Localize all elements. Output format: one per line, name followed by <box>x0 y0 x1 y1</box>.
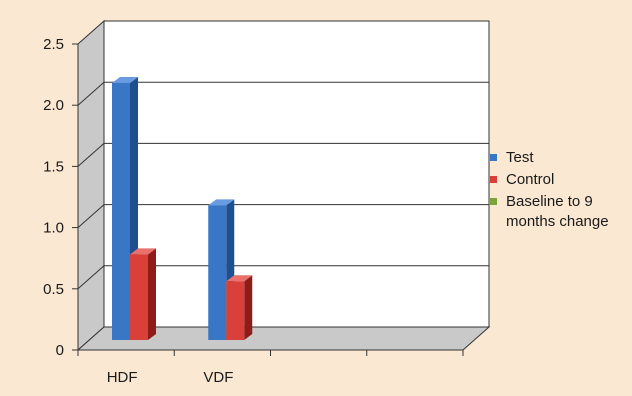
plot-back-wall <box>103 20 490 328</box>
plot-side-wall <box>77 19 105 352</box>
y-tick-label: 1.0 <box>43 220 64 237</box>
legend-label: Control <box>506 171 554 188</box>
bar-test <box>112 82 130 341</box>
gridline-side <box>77 265 105 290</box>
bar-control <box>130 254 148 340</box>
bar-top-face <box>226 275 253 282</box>
y-tick-label: 2.0 <box>43 97 64 114</box>
legend-swatch <box>490 198 497 205</box>
legend-swatch <box>490 176 497 183</box>
bar-top-face <box>130 248 156 255</box>
gridline-side <box>77 143 105 167</box>
x-category-label: HDF <box>107 369 138 386</box>
bar-side-face <box>244 275 253 340</box>
bar-control <box>226 281 245 340</box>
legend-label: months change <box>506 213 609 230</box>
bar-test <box>208 205 227 340</box>
y-tick-label: 0 <box>56 342 64 359</box>
gridline-side <box>77 204 105 228</box>
legend-swatch <box>490 154 497 161</box>
legend-label: Test <box>506 149 534 166</box>
y-tick-label: 2.5 <box>43 36 64 53</box>
bar-top-face <box>208 199 235 206</box>
y-tick-label: 0.5 <box>43 281 64 298</box>
legend-label: Baseline to 9 <box>506 193 593 210</box>
x-category-label: VDF <box>203 369 233 386</box>
bar-side-face <box>148 248 156 340</box>
bar-top-face <box>112 76 138 83</box>
gridline-side <box>77 81 105 106</box>
y-tick-label: 1.5 <box>43 158 64 175</box>
